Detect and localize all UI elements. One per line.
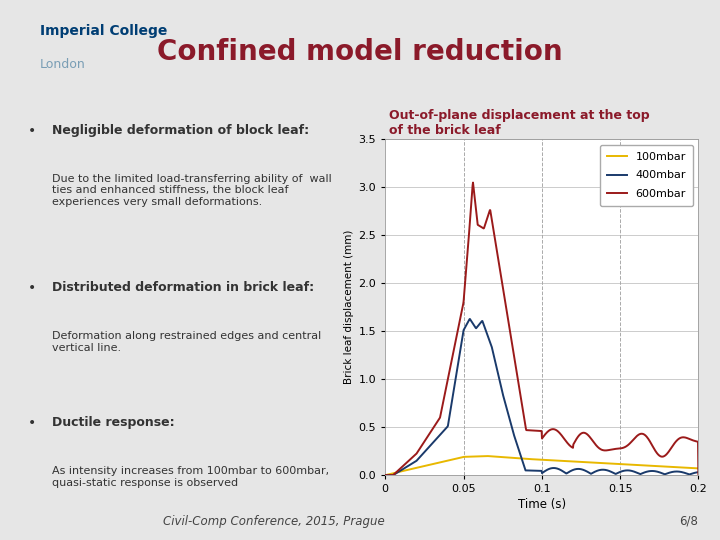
Text: Due to the limited load-transferring ability of  wall
ties and enhanced stiffnes: Due to the limited load-transferring abi… <box>52 174 332 207</box>
100mbar <box>400 468 409 474</box>
600mbar <box>618 444 627 451</box>
600mbar <box>651 448 660 454</box>
Text: Negligible deformation of block leaf:: Negligible deformation of block leaf: <box>52 124 309 137</box>
Text: As intensity increases from 100mbar to 600mbar,
quasi-static response is observe: As intensity increases from 100mbar to 6… <box>52 466 329 488</box>
600mbar <box>694 472 703 478</box>
Text: Confined model reduction: Confined model reduction <box>157 38 563 66</box>
400mbar <box>466 316 474 322</box>
600mbar <box>563 440 572 446</box>
100mbar <box>694 465 703 471</box>
600mbar <box>381 472 390 478</box>
100mbar <box>572 458 580 465</box>
Text: •: • <box>28 416 37 430</box>
Text: Ductile response:: Ductile response: <box>52 416 175 429</box>
600mbar <box>400 462 409 468</box>
400mbar <box>400 465 409 471</box>
600mbar <box>469 179 477 186</box>
Text: London: London <box>40 58 86 71</box>
600mbar <box>581 430 590 436</box>
400mbar <box>618 468 627 474</box>
Text: Deformation along restrained edges and central
vertical line.: Deformation along restrained edges and c… <box>52 332 321 353</box>
Line: 400mbar: 400mbar <box>385 319 698 475</box>
Line: 600mbar: 600mbar <box>385 183 698 475</box>
Text: 6/8: 6/8 <box>680 515 698 528</box>
400mbar <box>651 468 660 475</box>
400mbar <box>694 469 703 475</box>
X-axis label: Time (s): Time (s) <box>518 498 566 511</box>
Line: 100mbar: 100mbar <box>385 456 698 475</box>
100mbar <box>563 458 572 464</box>
Text: Imperial College: Imperial College <box>40 24 167 38</box>
Y-axis label: Brick leaf displacement (mm): Brick leaf displacement (mm) <box>344 230 354 384</box>
600mbar <box>572 437 580 443</box>
Text: •: • <box>28 124 37 138</box>
Text: •: • <box>28 281 37 295</box>
100mbar <box>651 463 660 469</box>
100mbar <box>381 472 390 478</box>
Text: Distributed deformation in brick leaf:: Distributed deformation in brick leaf: <box>52 281 314 294</box>
100mbar <box>581 459 590 465</box>
Text: Civil-Comp Conference, 2015, Prague: Civil-Comp Conference, 2015, Prague <box>163 515 384 528</box>
Legend: 100mbar, 400mbar, 600mbar: 100mbar, 400mbar, 600mbar <box>600 145 693 206</box>
400mbar <box>381 472 390 478</box>
400mbar <box>572 466 580 472</box>
400mbar <box>581 467 590 474</box>
100mbar <box>483 453 492 459</box>
100mbar <box>618 461 627 468</box>
Text: Out-of-plane displacement at the top
of the brick leaf: Out-of-plane displacement at the top of … <box>389 109 649 137</box>
400mbar <box>563 470 572 476</box>
